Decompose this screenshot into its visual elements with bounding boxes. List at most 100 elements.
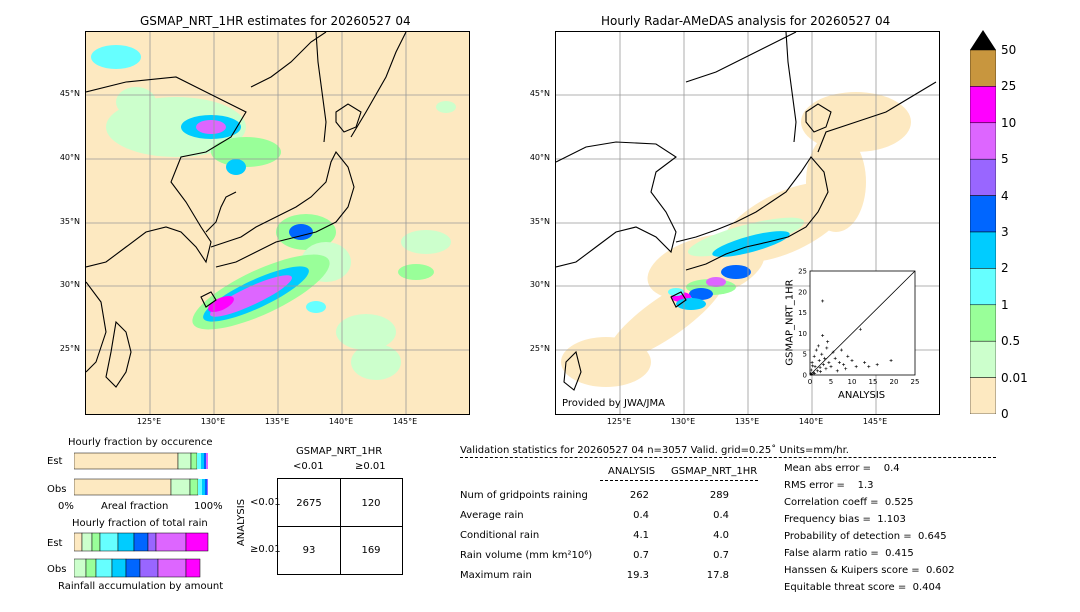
left-coastlines <box>86 32 407 388</box>
colorbar-swatch <box>969 231 997 269</box>
right-lon-140: 140°E <box>798 417 824 426</box>
colorbar-extend-arrow <box>970 30 996 50</box>
validation-col-gsmap: GSMAP_NRT_1HR <box>671 466 758 477</box>
total-rain-obs-bar <box>74 558 201 578</box>
validation-row-analysis: 4.1 <box>633 530 649 541</box>
colorbar-swatch <box>969 158 997 196</box>
colorbar-scale <box>969 30 997 415</box>
contingency-b: 120 <box>361 498 381 509</box>
total-rain-est-label: Est <box>47 538 63 549</box>
right-lat-30: 30°N <box>529 280 550 289</box>
colorbar-label: 5 <box>1001 152 1009 167</box>
occurrence-est-label: Est <box>47 456 63 467</box>
contingency-row1: <0.01 <box>250 497 281 508</box>
scatter-point <box>827 361 831 365</box>
right-lon-130: 130°E <box>670 417 696 426</box>
scatter-point <box>889 358 893 362</box>
scatter-point <box>814 348 818 352</box>
scatter-point <box>842 363 846 367</box>
validation-row-gsmap: 0.7 <box>713 550 729 561</box>
contingency-grid: 2675 120 93 169 <box>277 478 403 575</box>
score-far: False alarm ratio = 0.415 <box>784 548 914 559</box>
left-lon-145: 145°E <box>392 417 418 426</box>
validation-col-analysis: ANALYSIS <box>608 466 656 477</box>
scatter-point <box>854 365 858 369</box>
right-map-title: Hourly Radar-AMeDAS analysis for 2026052… <box>601 14 891 28</box>
scatter-plot: 00 5 5 10 10 15 15 20 20 25 25 <box>798 268 919 387</box>
left-map-canvas <box>86 32 469 414</box>
colorbar-swatch <box>969 195 997 233</box>
score-correlation: Correlation coeff = 0.525 <box>784 497 914 508</box>
scatter-ytick: 10 <box>798 330 807 338</box>
scatter-inset: 0 0 5 5 10 10 15 15 20 20 25 25 GSMAP_NRT_1HR ANALY… <box>780 265 920 405</box>
scatter-point <box>816 344 820 348</box>
right-lat-25: 25°N <box>529 344 550 353</box>
colorbar-label: 2 <box>1001 261 1009 276</box>
scatter-ytick: 15 <box>798 309 807 317</box>
left-lat-30: 30°N <box>59 280 80 289</box>
scatter-diagonal <box>809 270 916 376</box>
scatter-point <box>850 358 854 362</box>
validation-row-label: Conditional rain <box>460 530 540 541</box>
scatter-point <box>820 352 824 356</box>
occurrence-title: Hourly fraction by occurence <box>68 437 213 448</box>
scatter-point <box>835 369 839 373</box>
occurrence-axis-mid: Areal fraction <box>101 501 169 512</box>
scatter-point <box>813 365 817 369</box>
scatter-point <box>875 363 879 367</box>
validation-row-gsmap: 289 <box>709 490 729 501</box>
colorbar-label: 50 <box>1001 43 1017 57</box>
scatter-point <box>831 350 835 354</box>
colorbar-label: 25 <box>1001 79 1017 94</box>
scatter-point <box>863 361 867 365</box>
scatter-point <box>858 327 862 331</box>
left-map <box>85 31 470 415</box>
score-ets: Equitable threat score = 0.404 <box>784 582 942 593</box>
scatter-point <box>817 358 821 362</box>
validation-row-analysis: 262 <box>629 490 649 501</box>
colorbar-label: 0.5 <box>1001 334 1021 349</box>
validation-row-gsmap: 0.4 <box>713 510 729 521</box>
validation-row-analysis: 0.4 <box>633 510 649 521</box>
total-rain-est-bar <box>74 532 209 552</box>
scatter-point <box>809 368 813 372</box>
scatter-xtick: 15 <box>869 378 878 386</box>
scatter-point <box>837 361 841 365</box>
left-lat-35: 35°N <box>59 217 80 226</box>
right-rain-field <box>668 217 805 310</box>
colorbar-swatch <box>969 340 997 378</box>
scatter-point <box>833 356 837 360</box>
colorbar-label: 3 <box>1001 225 1009 239</box>
total-rain-bars <box>74 532 209 578</box>
validation-row-label: Average rain <box>460 510 524 521</box>
scatter-xtick: 20 <box>890 378 899 386</box>
scatter-point <box>829 365 833 369</box>
scatter-point <box>826 340 830 344</box>
colorbar-swatch <box>969 49 997 87</box>
scatter-xtick: 0 <box>808 378 812 386</box>
contingency-d: 169 <box>361 545 381 556</box>
scatter-ytick: 0 <box>803 372 807 380</box>
scatter-point <box>819 370 822 374</box>
occurrence-est-bar <box>74 452 208 470</box>
scatter-xtick: 10 <box>848 378 857 386</box>
contingency-col1: <0.01 <box>293 461 324 472</box>
left-lon-135: 135°E <box>264 417 290 426</box>
validation-row-label: Maximum rain <box>460 570 532 581</box>
occurrence-bars <box>74 452 208 496</box>
contingency-a: 2675 <box>296 498 322 509</box>
right-lon-135: 135°E <box>734 417 760 426</box>
contingency-side: ANALYSIS <box>236 498 248 547</box>
scatter-point <box>821 333 825 337</box>
right-lon-125: 125°E <box>606 417 632 426</box>
score-pod: Probability of detection = 0.645 <box>784 531 947 542</box>
total-rain-obs-label: Obs <box>47 564 67 575</box>
contingency-title: GSMAP_NRT_1HR <box>296 446 383 457</box>
right-map-canvas <box>556 32 939 414</box>
left-lat-45: 45°N <box>59 89 80 98</box>
left-map-title: GSMAP_NRT_1HR estimates for 20260527 04 <box>140 14 411 28</box>
scatter-ytick: 5 <box>803 351 807 359</box>
score-rms-error: RMS error = 1.3 <box>784 480 874 491</box>
scatter-point <box>821 363 825 367</box>
colorbar-swatch <box>969 122 997 160</box>
